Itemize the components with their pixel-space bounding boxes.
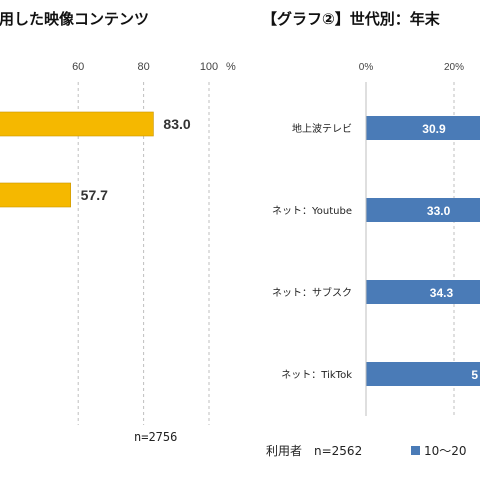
right-x-tick-label: 0% (359, 62, 374, 73)
right-bar-value-label: 34.3 (430, 286, 454, 300)
right-chart-bars: 30.9 33.0 34.3 5 (366, 116, 480, 386)
right-bar-value-label: 33.0 (427, 204, 451, 218)
right-category-label: ネット：サブスク (272, 286, 352, 299)
left-chart-title: 用した映像コンテンツ (0, 10, 149, 28)
left-bar (0, 111, 154, 137)
right-category-label: ネット：Youtube (272, 205, 352, 217)
right-bar-value-label: 5 (471, 368, 478, 382)
right-chart-title: 【グラフ②】世代別：年末 (262, 10, 441, 28)
legend-label: 10～20 (424, 444, 467, 458)
left-bar-value-label: 83.0 (163, 116, 190, 132)
left-x-tick-label: 60 (72, 61, 84, 73)
left-bar-value-label: 57.7 (81, 187, 108, 203)
right-bar-value-label: 30.9 (422, 122, 446, 136)
right-category-label: 地上波テレビ (292, 122, 352, 135)
right-bar (366, 362, 480, 386)
right-x-tick-label: 20% (444, 62, 464, 73)
left-chart-bars: 83.0 57.7 (0, 111, 191, 208)
right-chart-x-axis: 0% 20% (359, 62, 464, 73)
left-sample-note: n=2756 (134, 430, 177, 444)
left-x-tick-label: 80 (137, 61, 149, 73)
left-bar (0, 182, 71, 208)
right-category-label: ネット：TikTok (281, 369, 352, 381)
left-x-tick-label: 100 (200, 61, 218, 73)
right-bar (366, 198, 480, 222)
legend-swatch (411, 446, 420, 455)
right-sample-note: 利用者 n=2562 (266, 444, 362, 458)
left-chart-x-axis: 60 80 100 (72, 61, 218, 73)
right-bar (366, 280, 480, 304)
right-bar (366, 116, 480, 140)
left-percent-sign: % (226, 61, 236, 73)
